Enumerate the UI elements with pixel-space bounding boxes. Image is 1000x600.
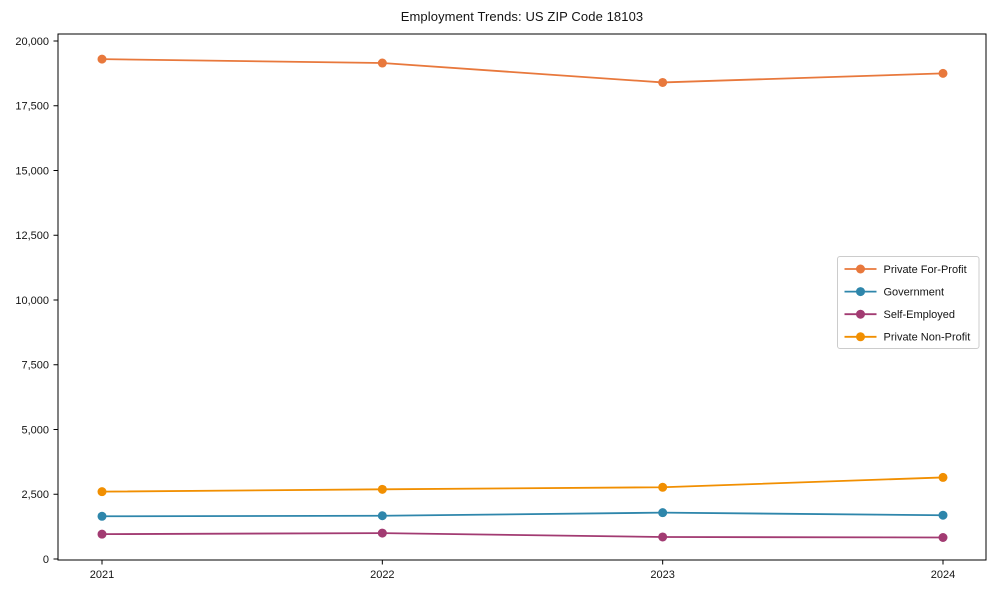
data-point bbox=[658, 77, 668, 87]
data-point bbox=[658, 508, 668, 518]
series-line bbox=[101, 58, 944, 84]
legend-label: Private Non-Profit bbox=[884, 332, 971, 344]
legend-marker bbox=[856, 309, 865, 319]
y-tick-label: 10,000 bbox=[15, 295, 49, 307]
data-point bbox=[938, 510, 948, 520]
series-line bbox=[101, 476, 944, 493]
data-point bbox=[377, 484, 387, 494]
data-point bbox=[97, 54, 107, 64]
y-tick-label: 20,000 bbox=[15, 36, 49, 48]
data-point bbox=[658, 532, 668, 542]
data-point bbox=[97, 529, 107, 539]
series-self-employed bbox=[97, 528, 948, 543]
series-line bbox=[101, 511, 944, 518]
legend-item: Government bbox=[844, 286, 945, 298]
data-point bbox=[938, 472, 948, 482]
series-government bbox=[97, 508, 948, 521]
y-tick-label: 12,500 bbox=[15, 230, 49, 242]
y-tick-label: 7,500 bbox=[21, 360, 49, 372]
data-point bbox=[97, 511, 107, 521]
data-point bbox=[377, 511, 387, 521]
y-tick-label: 0 bbox=[43, 554, 49, 566]
data-point bbox=[938, 68, 948, 78]
legend-item: Private For-Profit bbox=[844, 264, 967, 276]
data-point bbox=[377, 528, 387, 538]
legend-box bbox=[837, 256, 980, 349]
data-point bbox=[377, 58, 387, 68]
plot-frame bbox=[57, 33, 987, 561]
series-line bbox=[101, 532, 944, 539]
legend-marker bbox=[856, 287, 865, 297]
y-tick-label: 5,000 bbox=[21, 424, 49, 436]
y-axis: 0 2,500 5,000 7,500 10,000 12,500 15,000 17,500… bbox=[15, 36, 58, 566]
legend-label: Private For-Profit bbox=[884, 264, 967, 276]
data-point bbox=[938, 533, 948, 543]
y-tick-label: 17,500 bbox=[15, 101, 49, 113]
chart-title: Employment Trends: US ZIP Code 18103 bbox=[400, 9, 644, 24]
series-private-for-profit bbox=[97, 54, 948, 87]
series-private-non-profit bbox=[97, 472, 948, 497]
legend-label: Self-Employed bbox=[884, 309, 956, 321]
data-point bbox=[97, 487, 107, 497]
data-point bbox=[658, 482, 668, 492]
legend-label: Government bbox=[884, 286, 945, 298]
x-axis: 2021 2022 2023 2024 bbox=[90, 560, 955, 581]
x-tick-label: 2021 bbox=[90, 569, 114, 581]
y-tick-label: 2,500 bbox=[21, 489, 49, 501]
legend-marker bbox=[856, 332, 865, 342]
y-tick-label: 15,000 bbox=[15, 165, 49, 177]
x-tick-label: 2023 bbox=[650, 569, 674, 581]
x-tick-label: 2024 bbox=[931, 569, 955, 581]
legend-item: Private Non-Profit bbox=[844, 332, 971, 344]
x-tick-label: 2022 bbox=[370, 569, 394, 581]
legend: Private For-Profit Government Self-Employe… bbox=[837, 256, 980, 349]
legend-marker bbox=[856, 264, 865, 274]
legend-item: Self-Employed bbox=[844, 309, 956, 321]
